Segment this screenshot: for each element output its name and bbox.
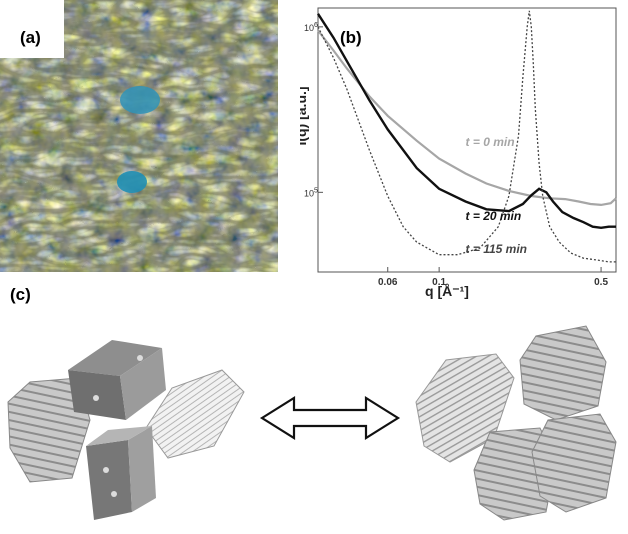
series-line-1 — [317, 29, 617, 207]
series-annotation-2: t = 20 min — [466, 209, 522, 223]
saxs-chart: 0.06 0.1 0.5 105 106 q [Å⁻¹] I(q) [a.u.] t = 0 … — [300, 7, 617, 299]
x-tick-label-1: 0.06 — [378, 277, 398, 288]
plot-frame — [317, 7, 617, 273]
x-tick-label-3: 0.5 — [594, 277, 608, 288]
grain-schematic — [7, 325, 617, 521]
grain-left-4-top — [86, 426, 152, 446]
grain-right-2 — [519, 325, 607, 421]
panel-label-c: (c) — [4, 283, 37, 307]
double-arrow-icon — [259, 396, 401, 440]
series-annotation-3: t = 115 min — [466, 242, 527, 256]
panel-label-b: (b) — [340, 28, 362, 47]
left-grain-cluster — [7, 340, 245, 520]
grain-left-3 — [145, 369, 245, 459]
y-tick-label-2: 106 — [304, 22, 318, 33]
grain-left-4-front — [86, 440, 132, 520]
right-grain-cluster — [415, 325, 617, 521]
x-tick-label-2: 0.1 — [432, 277, 446, 288]
grain-right-4 — [531, 413, 617, 513]
blue-crystal-small — [117, 171, 147, 193]
grain-left-2-front — [68, 370, 126, 420]
blue-crystal-large — [120, 86, 160, 114]
grain-left-4-side — [128, 426, 156, 512]
grain-left-2-top — [68, 340, 162, 376]
series-line-3 — [317, 10, 616, 263]
y-tick-label-1: 105 — [304, 187, 318, 198]
panel-label-a: (a) — [14, 26, 47, 50]
grain-left-2-side — [120, 348, 166, 420]
series-line-2 — [316, 13, 616, 230]
grain-left-1 — [7, 377, 91, 483]
series-annotation-1: t = 0 min — [466, 135, 515, 149]
x-axis-label: q [Å⁻¹] — [425, 283, 469, 299]
y-axis-label: I(q) [a.u.] — [300, 86, 309, 145]
